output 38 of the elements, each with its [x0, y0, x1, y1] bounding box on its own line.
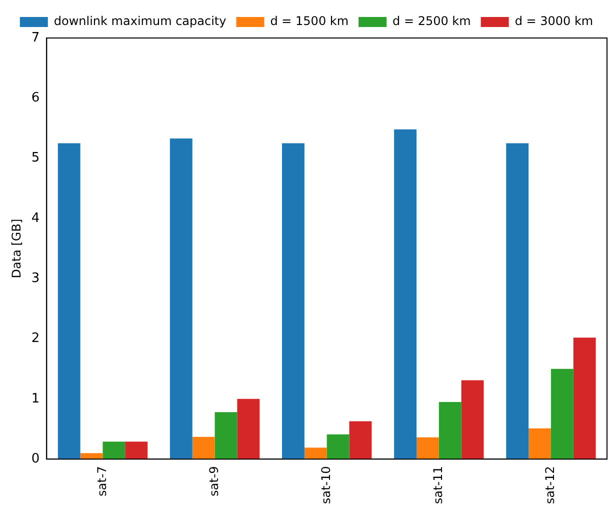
bar	[438, 402, 462, 460]
y-tick-label: 7	[31, 30, 40, 46]
bar	[326, 434, 350, 460]
bar	[102, 442, 126, 460]
x-tick-label: sat-11	[431, 466, 446, 504]
bar	[192, 436, 215, 460]
bar	[506, 143, 529, 460]
x-tick-label: sat-12	[543, 466, 558, 504]
bar	[214, 412, 238, 460]
y-tick-label: 0	[31, 451, 40, 466]
legend-label: d = 1500 km	[270, 14, 349, 28]
legend-label: d = 3000 km	[514, 14, 594, 28]
x-tick-label: sat-9	[206, 466, 221, 496]
bar	[573, 338, 596, 460]
y-tick-label: 2	[31, 331, 40, 346]
bar	[461, 380, 484, 460]
bar	[416, 437, 439, 460]
y-tick-label: 4	[31, 210, 40, 226]
y-tick-label: 5	[31, 150, 40, 166]
bar	[282, 143, 304, 460]
bar	[170, 138, 192, 460]
bar	[550, 368, 574, 460]
y-tick-label: 3	[31, 271, 40, 286]
legend-label: d = 2500 km	[392, 14, 471, 28]
y-tick-label: 1	[31, 391, 40, 406]
bar	[80, 453, 103, 460]
bar	[237, 398, 260, 460]
bar	[58, 143, 80, 460]
bar	[349, 421, 372, 460]
bar	[528, 428, 551, 460]
y-tick-label: 6	[31, 90, 40, 106]
bar	[304, 448, 327, 460]
x-tick-label: sat-10	[318, 466, 333, 504]
bar	[125, 442, 148, 460]
x-tick-label: sat-7	[94, 466, 109, 496]
y-axis-title: Data [GB]	[9, 218, 24, 278]
legend-label: downlink maximum capacity	[54, 14, 226, 28]
bar	[394, 129, 416, 460]
